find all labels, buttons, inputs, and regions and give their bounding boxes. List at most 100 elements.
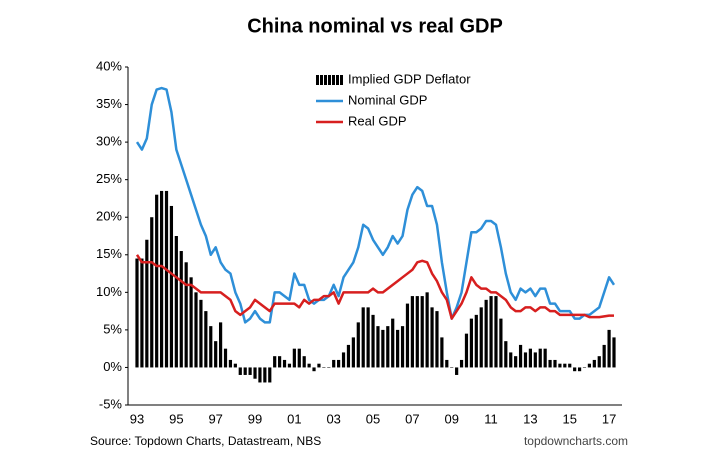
- bar: [479, 307, 483, 368]
- x-tick-label: 17: [602, 411, 616, 426]
- x-tick-label: 15: [563, 411, 577, 426]
- bar: [312, 367, 316, 372]
- bar: [376, 326, 380, 368]
- bar: [307, 363, 311, 368]
- bar: [278, 356, 282, 368]
- bar: [351, 337, 355, 368]
- bar: [573, 367, 577, 372]
- bar: [435, 311, 439, 368]
- bar: [400, 326, 405, 368]
- bar: [381, 329, 385, 368]
- legend-label: Real GDP: [348, 113, 407, 128]
- bar: [553, 359, 557, 368]
- bar: [538, 348, 542, 368]
- bar: [563, 363, 567, 368]
- x-tick-label: 07: [405, 411, 419, 426]
- y-tick-label: 10%: [96, 284, 122, 299]
- x-tick-label: 99: [248, 411, 262, 426]
- bar: [455, 367, 459, 375]
- y-tick-label: 20%: [96, 209, 122, 224]
- line: [135, 254, 614, 320]
- bar: [194, 292, 198, 368]
- legend-swatch: [340, 75, 343, 85]
- x-tick-label: 09: [444, 411, 458, 426]
- bar: [233, 363, 237, 368]
- bar: [282, 359, 287, 368]
- bar: [287, 363, 292, 368]
- legend-label: Implied GDP Deflator: [348, 71, 471, 86]
- bar: [499, 318, 503, 368]
- chart-title: China nominal vs real GDP: [247, 15, 503, 37]
- bar: [337, 359, 341, 368]
- bar: [430, 307, 434, 368]
- bar: [528, 348, 533, 368]
- bar: [371, 314, 375, 368]
- bar: [150, 217, 154, 368]
- legend-swatch: [336, 75, 339, 85]
- bar: [297, 348, 301, 368]
- watermark: topdowncharts.com: [524, 434, 628, 448]
- y-tick-label: 25%: [96, 171, 122, 186]
- bar: [179, 251, 183, 368]
- bar: [341, 352, 346, 368]
- bar: [474, 314, 478, 368]
- x-tick-label: 97: [208, 411, 222, 426]
- x-tick-label: 95: [169, 411, 183, 426]
- bar: [204, 311, 208, 368]
- bar: [189, 277, 193, 368]
- bar: [145, 239, 149, 368]
- y-tick-label: -5%: [99, 396, 123, 411]
- bar: [386, 326, 390, 368]
- bar: [464, 333, 469, 368]
- bar: [228, 359, 233, 368]
- bar: [292, 348, 296, 368]
- legend-swatch: [324, 75, 327, 85]
- bar: [415, 296, 419, 368]
- bar: [568, 363, 572, 368]
- bar: [592, 359, 596, 368]
- bar: [533, 352, 537, 368]
- bar: [494, 296, 498, 368]
- bar: [391, 318, 395, 368]
- source: Source: Topdown Charts, Datastream, NBS: [90, 434, 321, 448]
- y-tick-label: 5%: [103, 321, 122, 336]
- bar: [445, 359, 449, 368]
- legend-swatch: [332, 75, 335, 85]
- bar: [582, 367, 587, 368]
- y-tick-label: 0%: [103, 359, 122, 374]
- bar: [174, 236, 178, 368]
- bar: [140, 258, 144, 368]
- bar: [396, 329, 400, 368]
- x-tick-label: 01: [287, 411, 301, 426]
- bar: [327, 367, 331, 368]
- bar: [169, 205, 174, 368]
- bar: [159, 190, 164, 368]
- bar: [273, 356, 277, 368]
- x-tick-label: 03: [326, 411, 340, 426]
- x-tick-label: 05: [366, 411, 380, 426]
- line: [135, 86, 616, 324]
- x-tick-label: 13: [523, 411, 537, 426]
- bar: [558, 363, 562, 368]
- bar: [263, 367, 267, 383]
- bar: [361, 307, 365, 368]
- bar: [223, 348, 228, 368]
- bar: [602, 344, 606, 368]
- bar: [612, 337, 616, 368]
- bar: [322, 367, 326, 368]
- y-tick-label: 40%: [96, 58, 122, 73]
- bar: [184, 262, 188, 368]
- bar: [607, 329, 611, 368]
- bar: [469, 318, 473, 368]
- y-tick-label: 35%: [96, 96, 122, 111]
- bar: [199, 299, 203, 368]
- bar: [317, 363, 321, 368]
- bar: [238, 367, 242, 375]
- bar: [543, 348, 547, 368]
- legend-swatch: [316, 75, 319, 85]
- bar: [214, 341, 218, 368]
- bar: [489, 296, 493, 368]
- bar: [243, 367, 247, 375]
- bar: [248, 367, 252, 375]
